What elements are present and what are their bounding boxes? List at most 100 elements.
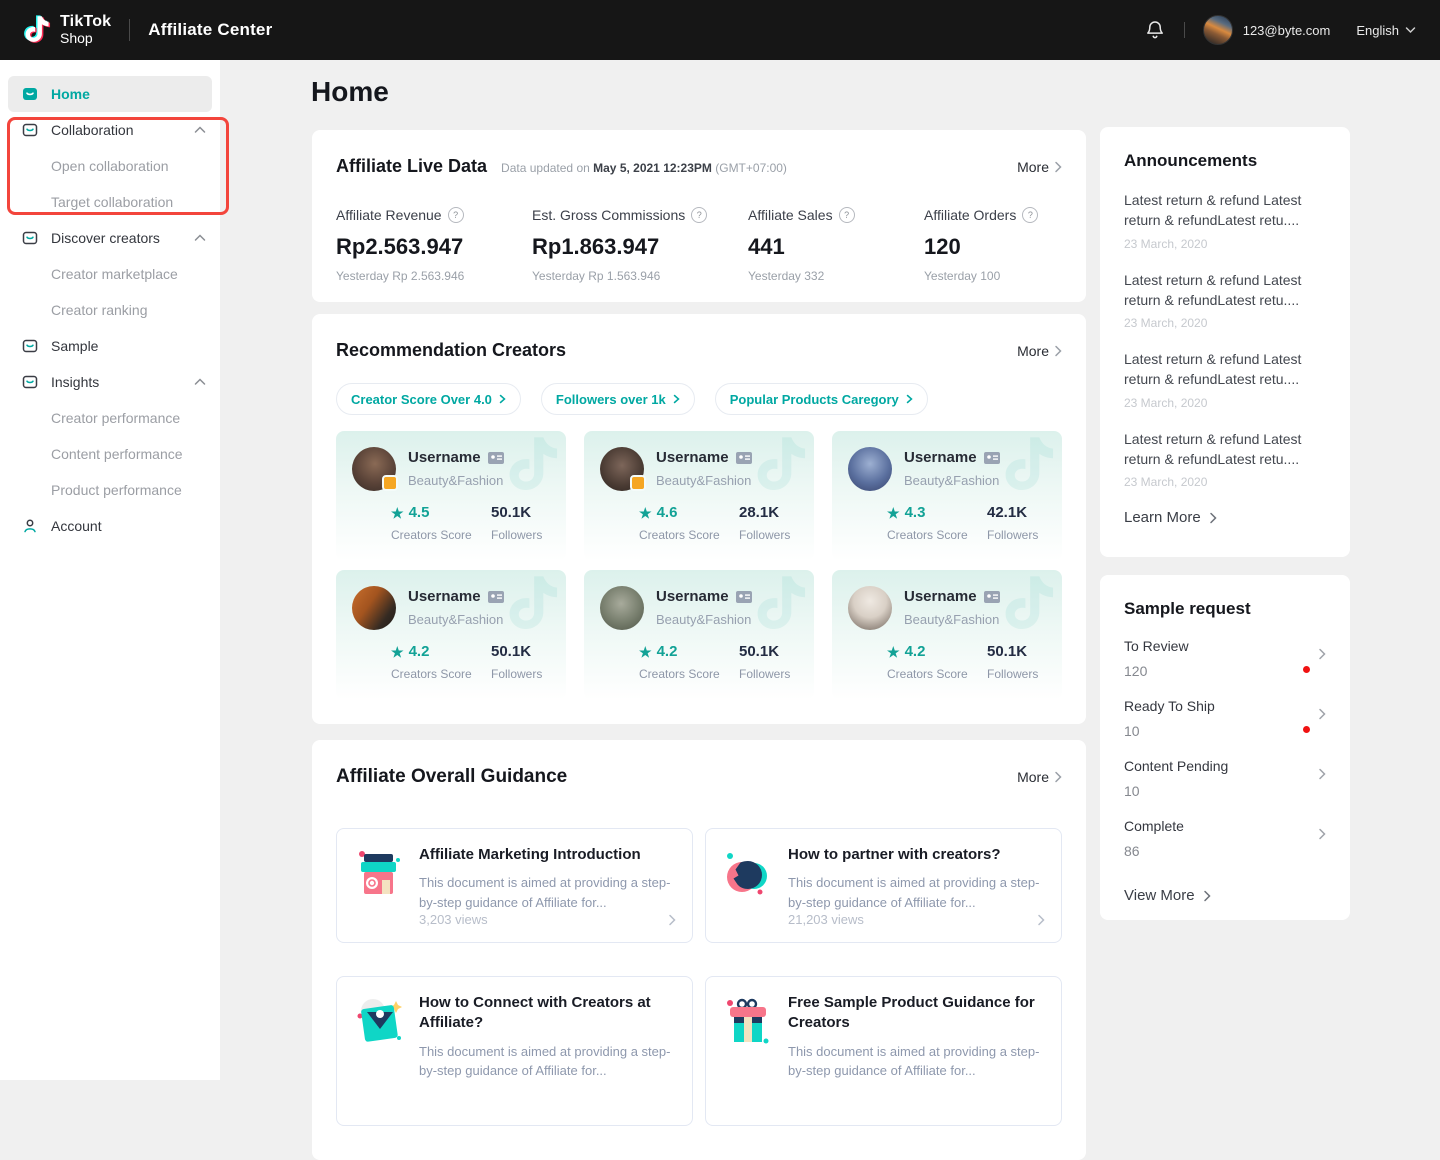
sample-request-row-complete[interactable]: Complete 86 xyxy=(1124,818,1326,859)
sample-request-row-to-review[interactable]: To Review 120 xyxy=(1124,638,1326,679)
guidance-item-views: 3,203 views xyxy=(419,912,488,928)
sidebar-item-creator-marketplace[interactable]: Creator marketplace xyxy=(0,256,220,292)
creator-score: 4.2 xyxy=(656,643,678,660)
followers-label: Followers xyxy=(739,667,791,681)
announcement-text: Latest return & refund Latest return & r… xyxy=(1124,271,1302,308)
stat-label: Affiliate Sales xyxy=(748,207,833,223)
filter-chip-creator-score[interactable]: Creator Score Over 4.0 xyxy=(336,383,521,415)
chevron-up-icon xyxy=(194,126,206,133)
creator-card[interactable]: Username Beauty&Fashion ★ 4.3 Creators Sc… xyxy=(832,431,1062,561)
announcement-item[interactable]: Latest return & refund Latest return & r… xyxy=(1124,190,1326,251)
id-card-icon xyxy=(983,590,1000,603)
creator-card[interactable]: Username Beauty&Fashion ★ 4.6 Creators Sc… xyxy=(584,431,814,561)
guidance-item-views: 21,203 views xyxy=(788,912,864,928)
sidebar-item-product-performance[interactable]: Product performance xyxy=(0,472,220,508)
chevron-right-icon xyxy=(1055,345,1062,357)
sidebar-item-label: Creator performance xyxy=(51,410,181,426)
sidebar-item-open-collaboration[interactable]: Open collaboration xyxy=(0,148,220,184)
creator-score: 4.2 xyxy=(408,643,430,660)
creator-card[interactable]: Username Beauty&Fashion ★ 4.2 Creators Sc… xyxy=(336,570,566,700)
star-icon: ★ xyxy=(391,643,404,660)
sidebar-item-label: Home xyxy=(51,86,90,102)
help-icon[interactable] xyxy=(1022,207,1039,223)
shop-bag-icon xyxy=(22,339,38,353)
sidebar-item-target-collaboration[interactable]: Target collaboration xyxy=(0,184,220,220)
recommendation-creators-card: Recommendation Creators More Creator Sco… xyxy=(312,314,1086,724)
sidebar-item-account[interactable]: Account xyxy=(0,508,220,544)
brand-line1: TikTok xyxy=(60,13,112,31)
announcement-date: 23 March, 2020 xyxy=(1124,316,1208,331)
help-icon[interactable] xyxy=(691,207,708,223)
chevron-right-icon xyxy=(673,394,680,404)
announcement-item[interactable]: Latest return & refund Latest return & r… xyxy=(1124,429,1326,490)
sidebar-item-insights[interactable]: Insights xyxy=(0,364,220,400)
sample-request-row-content-pending[interactable]: Content Pending 10 xyxy=(1124,758,1326,799)
user-avatar[interactable] xyxy=(1202,15,1233,45)
score-label: Creators Score xyxy=(887,667,968,681)
notification-bell-icon[interactable] xyxy=(1144,19,1166,41)
more-label: More xyxy=(1017,159,1049,175)
sidebar-item-creator-performance[interactable]: Creator performance xyxy=(0,400,220,436)
creator-card[interactable]: Username Beauty&Fashion ★ 4.2 Creators Sc… xyxy=(584,570,814,700)
sample-request-label: To Review xyxy=(1124,638,1189,654)
language-selector[interactable]: English xyxy=(1356,23,1416,38)
brand-logo[interactable]: TikTok Shop xyxy=(16,11,111,49)
help-icon[interactable] xyxy=(838,207,855,223)
sidebar-item-collaboration[interactable]: Collaboration xyxy=(0,112,220,148)
sample-request-row-ready-to-ship[interactable]: Ready To Ship 10 xyxy=(1124,698,1326,739)
header-divider xyxy=(129,19,131,41)
chevron-right-icon xyxy=(1319,708,1326,720)
chip-label: Creator Score Over 4.0 xyxy=(351,391,492,407)
creator-card[interactable]: Username Beauty&Fashion ★ 4.5 Creators Sc… xyxy=(336,431,566,561)
creator-followers: 50.1K xyxy=(987,643,1028,660)
language-label: English xyxy=(1356,22,1399,38)
id-card-icon xyxy=(487,451,504,464)
view-more-link[interactable]: View More xyxy=(1124,887,1326,904)
guidance-item[interactable]: How to Connect with Creators at Affiliat… xyxy=(336,976,693,1126)
user-email[interactable]: 123@byte.com xyxy=(1242,22,1331,38)
help-icon[interactable] xyxy=(447,207,464,223)
live-data-more-link[interactable]: More xyxy=(1017,159,1062,175)
guidance-item[interactable]: How to partner with creators? This docum… xyxy=(705,828,1062,943)
learn-more-link[interactable]: Learn More xyxy=(1124,509,1326,526)
chevron-right-icon xyxy=(499,394,506,404)
sidebar-item-label: Collaboration xyxy=(51,122,134,138)
star-icon: ★ xyxy=(887,643,900,660)
announcement-item[interactable]: Latest return & refund Latest return & r… xyxy=(1124,349,1326,410)
brand-line2: Shop xyxy=(60,30,93,47)
recommendation-more-link[interactable]: More xyxy=(1017,343,1062,359)
creator-username: Username xyxy=(656,588,729,605)
stat-value: 441 xyxy=(748,234,785,259)
filter-chip-popular-products[interactable]: Popular Products Caregory xyxy=(714,383,928,415)
sidebar-item-sample[interactable]: Sample xyxy=(0,328,220,364)
sample-request-value: 120 xyxy=(1124,663,1148,679)
announcement-item[interactable]: Latest return & refund Latest return & r… xyxy=(1124,270,1326,331)
stat-value: Rp1.863.947 xyxy=(532,234,660,259)
guidance-more-link[interactable]: More xyxy=(1017,769,1062,785)
creator-followers: 42.1K xyxy=(987,504,1028,521)
announcement-text: Latest return & refund Latest return & r… xyxy=(1124,192,1302,229)
chevron-right-icon xyxy=(669,914,676,925)
chevron-right-icon xyxy=(1055,161,1062,173)
guidance-item[interactable]: Free Sample Product Guidance for Creator… xyxy=(705,976,1062,1126)
sidebar-item-home[interactable]: Home xyxy=(8,76,212,112)
affiliate-live-data-card: Affiliate Live Data Data updated on May … xyxy=(312,130,1086,302)
guidance-item[interactable]: Affiliate Marketing Introduction This do… xyxy=(336,828,693,943)
creator-avatar xyxy=(848,586,892,630)
sidebar-item-discover-creators[interactable]: Discover creators xyxy=(0,220,220,256)
avatar-badge-icon xyxy=(382,475,398,491)
score-label: Creators Score xyxy=(887,528,968,542)
creator-followers: 28.1K xyxy=(739,504,780,521)
creator-card[interactable]: Username Beauty&Fashion ★ 4.2 Creators Sc… xyxy=(832,570,1062,700)
stat-affiliate-revenue: Affiliate Revenue Rp2.563.947 Yesterday … xyxy=(336,207,532,283)
sidebar-item-content-performance[interactable]: Content performance xyxy=(0,436,220,472)
guidance-item-description: This document is aimed at providing a st… xyxy=(788,875,1040,910)
creator-followers: 50.1K xyxy=(491,643,532,660)
filter-chip-followers[interactable]: Followers over 1k xyxy=(540,383,695,415)
chevron-right-icon xyxy=(906,394,913,404)
score-label: Creators Score xyxy=(639,667,720,681)
sidebar-item-label: Target collaboration xyxy=(51,194,174,210)
sidebar-item-creator-ranking[interactable]: Creator ranking xyxy=(0,292,220,328)
creator-username: Username xyxy=(904,449,977,466)
creator-username: Username xyxy=(408,449,481,466)
